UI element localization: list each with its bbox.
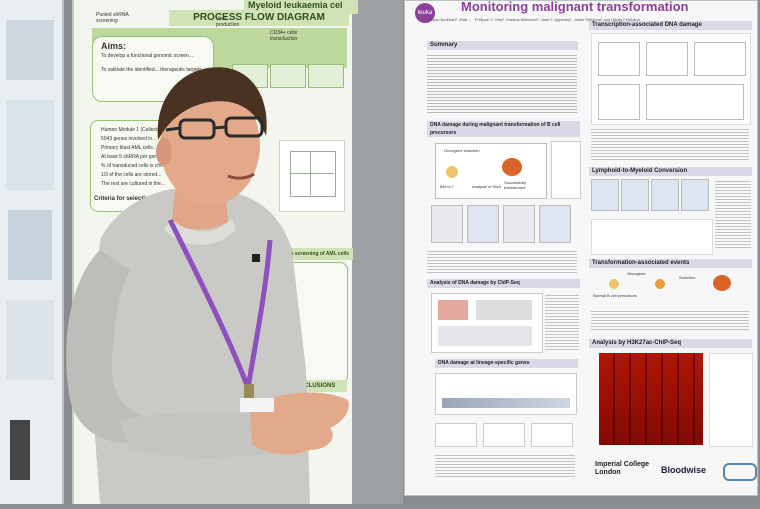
lymphoid-facs [591, 179, 711, 213]
label-bm: BM+IL7 [440, 184, 454, 189]
label-selection: Selection [679, 275, 696, 280]
poster-board-divider [345, 0, 403, 504]
lymphoid-title: Lymphoid-to-Myeloid Conversion [589, 167, 752, 176]
summary-text-block [427, 53, 577, 113]
lineage-small-plots [435, 419, 575, 449]
lymphoid-bars [591, 219, 713, 255]
aims-item-1: To develop a functional genomic screen..… [101, 53, 193, 59]
facs-panels [431, 205, 579, 245]
h3k27-title: Analysis by H3K27ac-ChIP-Seq [589, 339, 752, 348]
lineage-caption [435, 453, 575, 477]
bullet-2: 5043 genes involved in... [101, 136, 157, 142]
third-logo [723, 463, 757, 481]
presenter-figure [66, 67, 349, 504]
label-oncogene-2: Oncogene [627, 271, 646, 276]
transcription-caption [591, 127, 749, 161]
h3k27-heatmap [599, 353, 703, 445]
criteria-title: Criteria for selection [94, 196, 153, 202]
leuka-logo: leuka [415, 3, 435, 23]
caption-text-1 [427, 249, 577, 273]
label-oncogene: Oncogene induction [444, 148, 480, 153]
bullet-7: The rest are cultured in the... [101, 181, 165, 187]
chipseq-title: Analysis of DNA damage by ChIP-Seq [427, 279, 580, 288]
transformation-diagram: Selection Oncogene Normal B cell precurs… [593, 271, 749, 305]
bullet-5: % of transduced cells is checked by... [101, 163, 185, 169]
lineage-title: DNA damage at lineage-specific genes [435, 359, 578, 368]
transformation-caption [591, 309, 749, 331]
oncogene-diagram: Oncogene induction BM+IL7 Analysis of DN… [435, 143, 547, 199]
transformation-title: Transformation-associated events [589, 259, 752, 268]
transcription-title: Transcription-associated DNA damage [589, 21, 752, 30]
dna-damage-title: DNA damage during malignant transformati… [427, 121, 580, 137]
transcription-figures [591, 33, 751, 125]
right-poster: leuka Monitoring malignant transformatio… [404, 0, 758, 496]
bloodwise-logo: Bloodwise [661, 465, 707, 475]
flow-step-3: CD34+ cells transduction [270, 30, 298, 42]
flow-step-2: Viral production [216, 16, 240, 28]
poster-title: Monitoring malignant transformation [461, 0, 689, 14]
aims-item-2: To validate the identified... therapeuti… [101, 67, 204, 73]
chipseq-figures [431, 293, 543, 353]
cell-icon-1 [446, 166, 458, 178]
lymphoid-caption [715, 179, 751, 249]
cell-icon-2 [502, 158, 522, 176]
bullet-1: Human Module 1 (Cellecta) [101, 127, 162, 133]
label-analysis: Analysis of DNA [472, 184, 501, 189]
label-normal-b: Normal B cell precursors [593, 293, 637, 298]
line-plot-panel [551, 141, 581, 199]
plot-panel [279, 140, 345, 212]
process-flow-title: PROCESS FLOW DIAGRAM [169, 10, 349, 26]
chipseq-caption [545, 293, 579, 351]
bullet-4: At least 5 shRNA per gene... [101, 154, 165, 160]
h3k27-tracks [709, 353, 753, 447]
far-left-poster [0, 0, 64, 504]
label-transformed: Successfully transformed [504, 180, 527, 190]
flow-step-1: Pooled shRNA screening [96, 12, 129, 24]
bullet-3: Primary blast AML cells... [101, 145, 157, 151]
aims-title: Aims: [101, 41, 127, 51]
lineage-track-plot [435, 373, 577, 415]
leuka-logo-text: leuka [417, 10, 433, 16]
presenter [60, 40, 360, 504]
imperial-logo: Imperial College London [595, 461, 650, 476]
screening-section-title: shRNA screening of AML cells [274, 248, 353, 260]
summary-title: Summary [427, 41, 578, 50]
poster-authors: Bryan Burkhart¹, Matt ... , Philippe C. … [429, 17, 640, 22]
bullet-6: 1/3 of the cells are stored... [101, 172, 162, 178]
